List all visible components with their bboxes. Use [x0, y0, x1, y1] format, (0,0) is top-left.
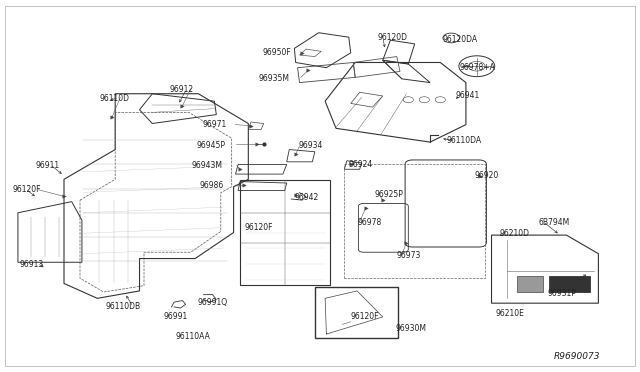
Text: 96120F: 96120F: [13, 185, 42, 194]
Text: 96120D: 96120D: [378, 33, 408, 42]
Text: 96913: 96913: [19, 260, 44, 269]
Polygon shape: [549, 276, 590, 292]
Text: 96110D: 96110D: [99, 94, 129, 103]
Text: 96110DA: 96110DA: [447, 136, 482, 145]
Text: 96991Q: 96991Q: [197, 298, 227, 307]
Text: 96924: 96924: [349, 160, 373, 169]
Text: 96110DB: 96110DB: [106, 302, 141, 311]
Text: 96950F: 96950F: [262, 48, 291, 57]
Text: 96973: 96973: [397, 251, 421, 260]
Text: 96210D: 96210D: [499, 229, 529, 238]
Text: 96911: 96911: [35, 161, 60, 170]
Text: 96945P: 96945P: [196, 141, 225, 150]
Text: 96942: 96942: [294, 193, 319, 202]
Text: 96986: 96986: [200, 182, 224, 190]
Text: 96912: 96912: [170, 85, 194, 94]
Text: 96978: 96978: [357, 218, 381, 227]
Text: 96991: 96991: [163, 312, 188, 321]
Text: R9690073: R9690073: [554, 352, 600, 361]
Polygon shape: [517, 276, 543, 292]
Text: 96120F: 96120F: [351, 312, 380, 321]
Text: 96930M: 96930M: [396, 324, 426, 333]
Text: 96941: 96941: [456, 92, 480, 100]
Text: 96931P: 96931P: [547, 289, 576, 298]
Text: 6B794M: 6B794M: [539, 218, 570, 227]
Text: 96120DA: 96120DA: [443, 35, 478, 44]
Text: 96925P: 96925P: [374, 190, 403, 199]
Text: 96110AA: 96110AA: [176, 332, 211, 341]
Text: 96934: 96934: [299, 141, 323, 150]
Text: 96943M: 96943M: [192, 161, 223, 170]
Text: 96120F: 96120F: [244, 223, 273, 232]
Text: 96978+A: 96978+A: [460, 63, 495, 72]
Text: 96935M: 96935M: [259, 74, 289, 83]
Text: 96971: 96971: [203, 120, 227, 129]
Text: 96920: 96920: [475, 171, 499, 180]
Text: 96210E: 96210E: [496, 309, 525, 318]
